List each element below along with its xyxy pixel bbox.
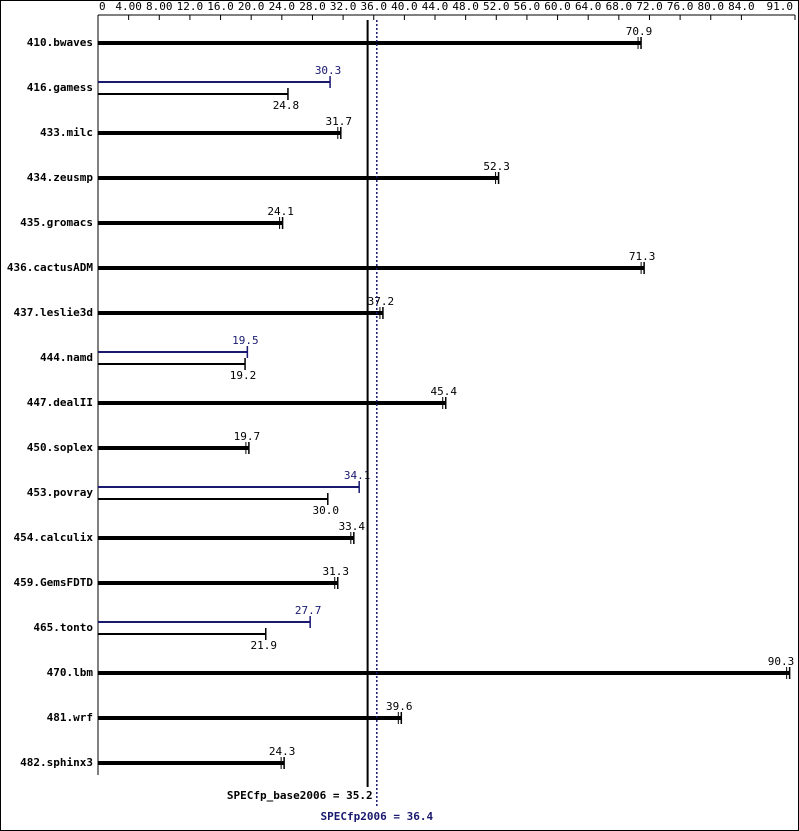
value-label: 31.7 [326,115,353,128]
value-label: 37.2 [368,295,395,308]
x-tick-label: 40.0 [391,0,418,13]
x-tick-label: 52.0 [483,0,510,13]
value-label: 24.1 [267,205,294,218]
category-label: 454.calculix [14,531,94,544]
category-label: 433.milc [40,126,93,139]
x-tick-label: 20.0 [238,0,265,13]
x-tick-label: 80.0 [697,0,724,13]
category-label: 482.sphinx3 [20,756,93,769]
value-label: 71.3 [629,250,656,263]
category-label: 437.leslie3d [14,306,93,319]
x-tick-label: 64.0 [575,0,602,13]
x-tick-label: 4.00 [115,0,142,13]
category-label: 459.GemsFDTD [14,576,94,589]
x-tick-label: 12.0 [177,0,204,13]
value-label: 31.3 [322,565,349,578]
value-label: 39.6 [386,700,413,713]
x-tick-label: 32.0 [330,0,357,13]
x-tick-label: 24.0 [269,0,296,13]
x-tick-label: 48.0 [452,0,479,13]
x-tick-label: 68.0 [606,0,633,13]
category-label: 444.namd [40,351,93,364]
x-tick-label: 36.0 [360,0,387,13]
value-label: 52.3 [483,160,510,173]
value-label: 24.3 [269,745,296,758]
value-label: 19.7 [234,430,261,443]
category-label: 435.gromacs [20,216,93,229]
value-label: 34.1 [344,469,371,482]
value-label: 27.7 [295,604,322,617]
value-label: 45.4 [430,385,457,398]
value-label: 30.3 [315,64,342,77]
x-tick-label: 72.0 [636,0,663,13]
value-label: 30.0 [313,504,340,517]
category-label: 410.bwaves [27,36,93,49]
x-tick-label: 16.0 [207,0,234,13]
x-tick-label: 91.0 [767,0,794,13]
category-label: 470.lbm [47,666,94,679]
category-label: 436.cactusADM [7,261,93,274]
x-tick-label: 56.0 [514,0,541,13]
category-label: 453.povray [27,486,94,499]
category-label: 434.zeusmp [27,171,94,184]
x-tick-label: 84.0 [728,0,755,13]
category-label: 465.tonto [33,621,93,634]
x-tick-label: 76.0 [667,0,694,13]
x-tick-label: 8.00 [146,0,173,13]
value-label: 19.2 [230,369,257,382]
reference-label: SPECfp2006 = 36.4 [321,810,434,823]
value-label: 33.4 [339,520,366,533]
x-tick-label: 28.0 [299,0,326,13]
category-label: 447.dealII [27,396,93,409]
x-tick-label: 60.0 [544,0,571,13]
value-label: 21.9 [250,639,277,652]
category-label: 481.wrf [47,711,93,724]
reference-label: SPECfp_base2006 = 35.2 [227,789,373,802]
x-tick-label: 0 [99,0,106,13]
value-label: 90.3 [768,655,795,668]
category-label: 450.soplex [27,441,94,454]
category-label: 416.gamess [27,81,93,94]
value-label: 24.8 [273,99,300,112]
value-label: 70.9 [626,25,653,38]
value-label: 19.5 [232,334,259,347]
x-tick-label: 44.0 [422,0,449,13]
